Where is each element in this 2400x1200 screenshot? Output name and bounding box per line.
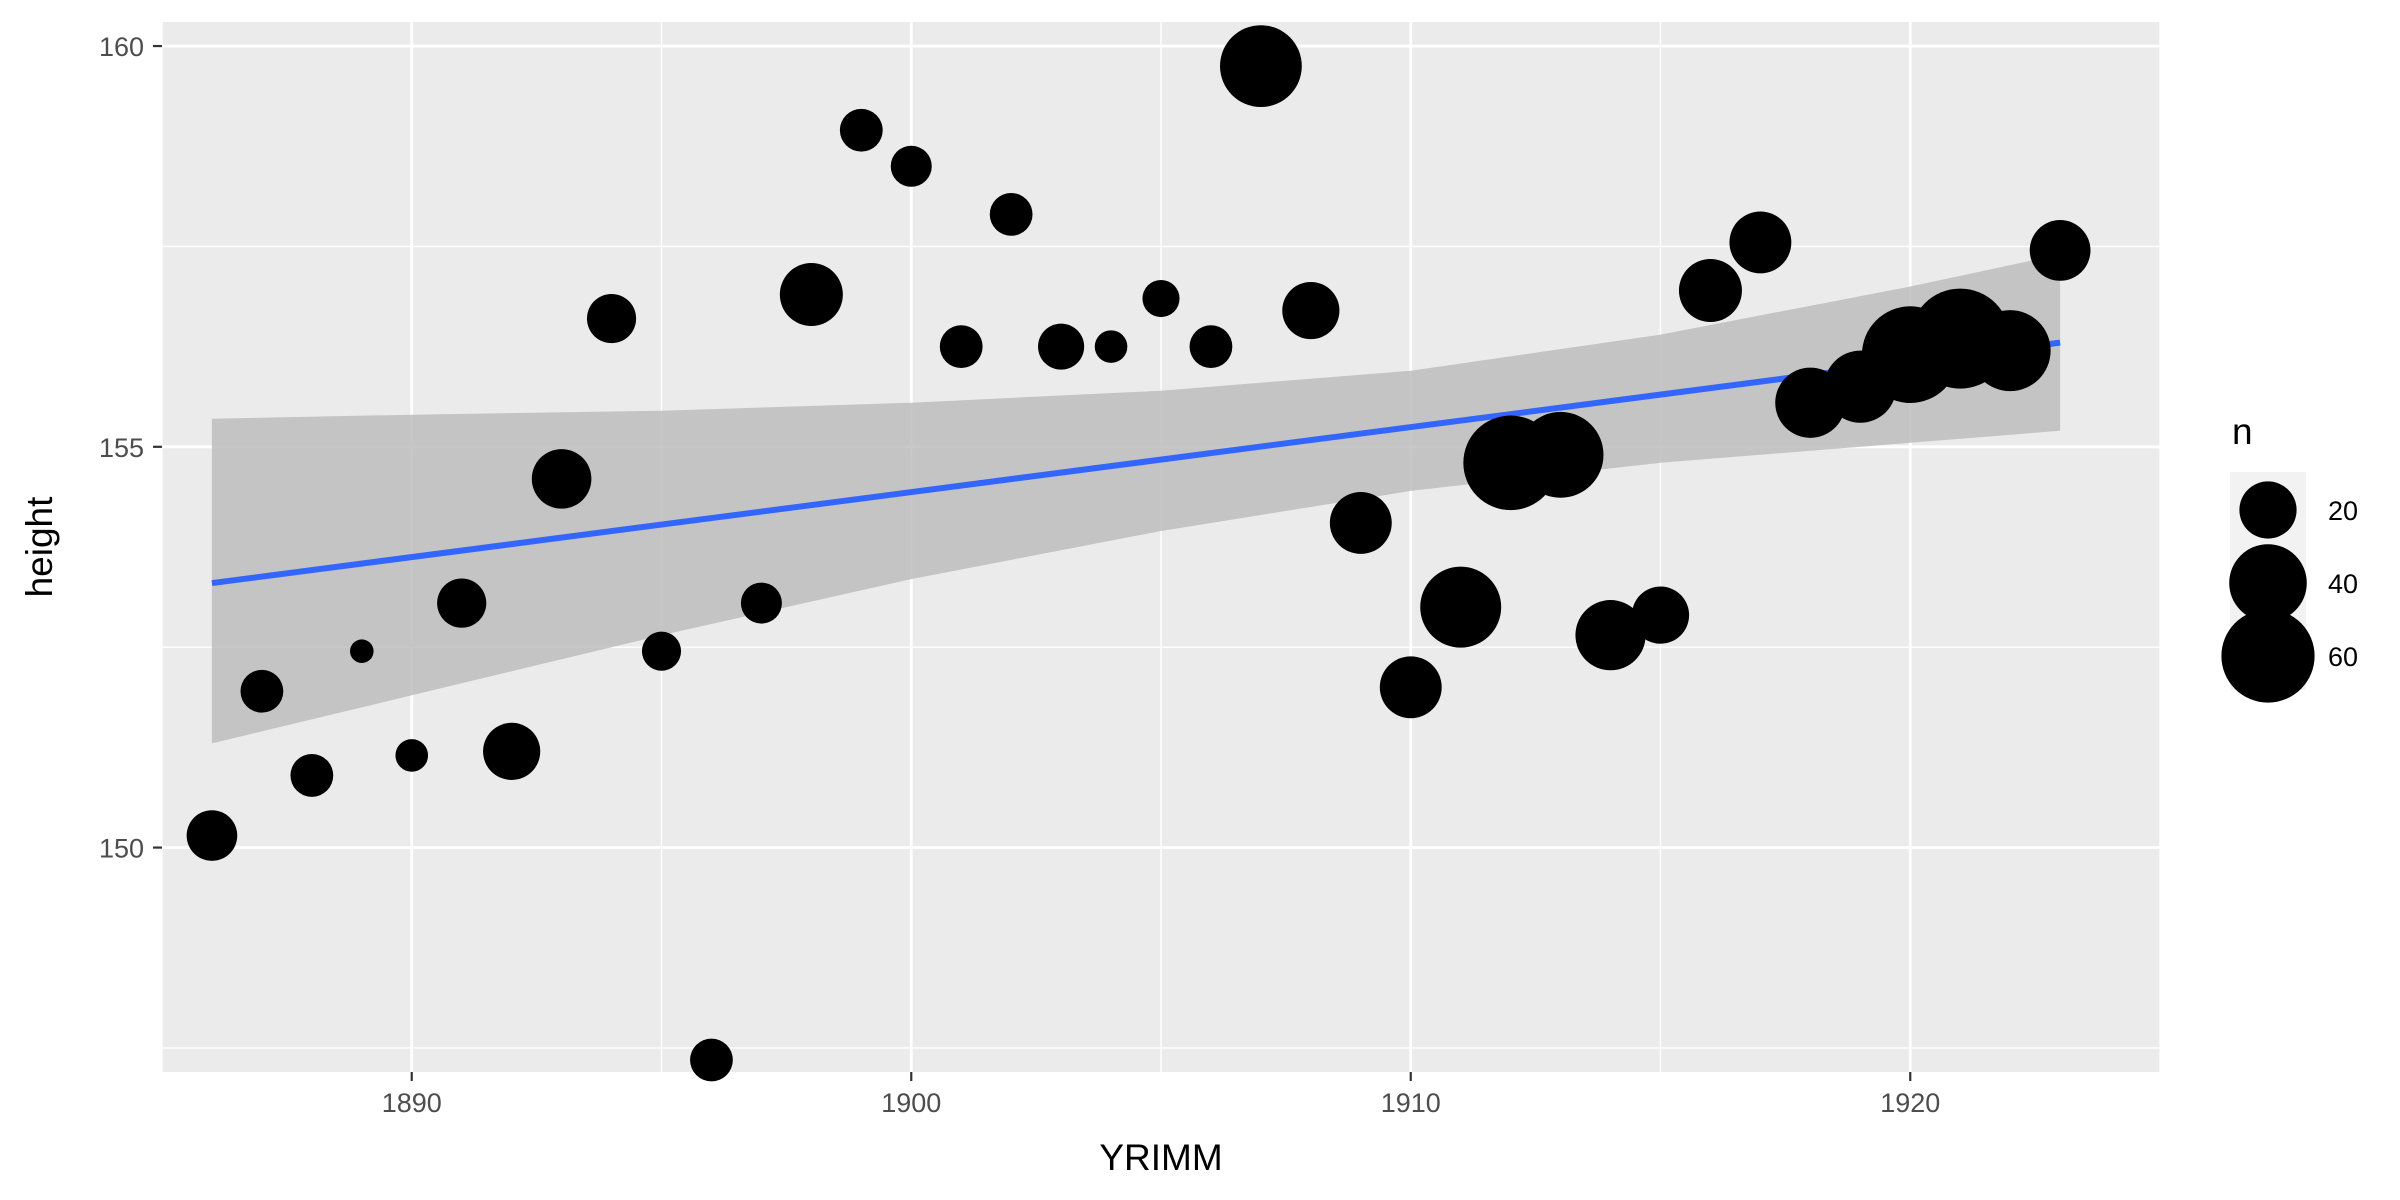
legend-key-label: 20 bbox=[2328, 496, 2358, 526]
data-point bbox=[839, 108, 883, 152]
data-point bbox=[1282, 281, 1340, 340]
data-point bbox=[290, 754, 334, 797]
x-tick-label: 1900 bbox=[881, 1088, 941, 1118]
y-tick-label: 155 bbox=[99, 433, 144, 463]
y-axis-ticks: 150 155 160 bbox=[99, 32, 162, 864]
data-point bbox=[641, 631, 682, 671]
trend-line bbox=[211, 339, 2061, 587]
legend-key-symbol bbox=[2239, 481, 2297, 539]
data-point bbox=[1678, 259, 1742, 323]
legend-key-symbol bbox=[2229, 544, 2307, 622]
y-axis-title: height bbox=[19, 496, 60, 598]
data-point bbox=[1420, 566, 1502, 648]
data-point bbox=[350, 639, 374, 663]
legend-key-label: 40 bbox=[2328, 569, 2358, 599]
data-point bbox=[531, 449, 592, 509]
data-point bbox=[483, 722, 541, 780]
data-point bbox=[1329, 492, 1392, 554]
x-tick-label: 1890 bbox=[382, 1088, 442, 1118]
size-legend: n 20 40 60 bbox=[2221, 411, 2358, 703]
data-point bbox=[1189, 325, 1233, 369]
data-point bbox=[1379, 656, 1442, 719]
data-point bbox=[1969, 310, 2051, 392]
data-point bbox=[1575, 600, 1646, 671]
confidence-ribbon-layer bbox=[211, 254, 2061, 744]
data-point bbox=[1142, 279, 1180, 318]
data-point bbox=[586, 293, 637, 344]
data-point bbox=[1094, 330, 1128, 363]
data-point bbox=[1038, 323, 1085, 370]
confidence-ribbon bbox=[211, 254, 2061, 744]
data-point bbox=[989, 192, 1033, 236]
data-point bbox=[395, 739, 429, 772]
data-point bbox=[2029, 220, 2091, 281]
data-point bbox=[1729, 211, 1792, 274]
legend-key-symbol bbox=[2221, 609, 2315, 703]
x-axis-title: YRIMM bbox=[1099, 1137, 1222, 1178]
data-point bbox=[890, 145, 932, 187]
data-point bbox=[1631, 586, 1690, 644]
data-point bbox=[740, 582, 782, 624]
x-tick-label: 1910 bbox=[1381, 1088, 1441, 1118]
y-tick-label: 150 bbox=[99, 834, 144, 864]
points-layer bbox=[186, 25, 2091, 1082]
data-point bbox=[939, 325, 983, 369]
data-point bbox=[437, 578, 487, 628]
data-point bbox=[186, 810, 238, 861]
data-point bbox=[1517, 411, 1604, 498]
data-point bbox=[690, 1038, 733, 1082]
legend-key-label: 60 bbox=[2328, 642, 2358, 672]
trend-line-layer bbox=[211, 339, 2061, 587]
data-point bbox=[1220, 25, 1302, 107]
data-point bbox=[240, 669, 284, 713]
legend-title: n bbox=[2232, 411, 2253, 452]
x-axis-ticks: 1890 1900 1910 1920 bbox=[382, 1072, 1940, 1118]
x-tick-label: 1920 bbox=[1880, 1088, 1940, 1118]
y-tick-label: 160 bbox=[99, 32, 144, 62]
data-point bbox=[779, 263, 843, 327]
